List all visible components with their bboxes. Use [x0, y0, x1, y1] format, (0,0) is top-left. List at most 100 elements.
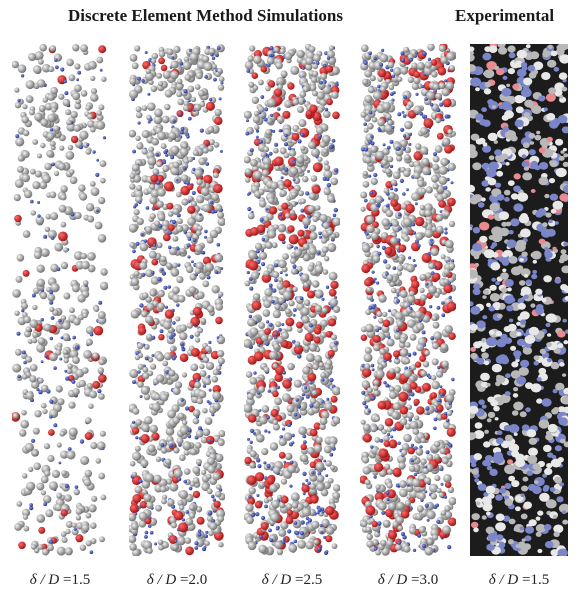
- grain: [322, 222, 330, 229]
- grain: [375, 328, 379, 333]
- grain: [402, 535, 407, 540]
- grain: [157, 277, 162, 282]
- grain: [323, 110, 331, 119]
- grain: [426, 518, 430, 522]
- grain: [149, 424, 158, 434]
- grain: [195, 415, 200, 419]
- grain: [288, 543, 298, 553]
- grain: [391, 411, 400, 420]
- grain: [184, 406, 190, 411]
- grain: [202, 280, 210, 288]
- grain: [99, 68, 103, 72]
- grain: [135, 241, 140, 246]
- grain: [251, 96, 260, 104]
- grain: [315, 205, 321, 211]
- grain: [381, 510, 386, 515]
- grain: [473, 527, 479, 533]
- grain: [272, 466, 281, 475]
- grain: [284, 52, 293, 61]
- grain: [129, 460, 136, 467]
- grain: [489, 284, 497, 291]
- grain: [273, 88, 283, 97]
- grain: [510, 193, 519, 200]
- grain: [187, 205, 196, 214]
- grain: [212, 472, 221, 481]
- grain: [49, 300, 54, 305]
- grain: [97, 311, 106, 320]
- grain: [195, 230, 202, 236]
- grain: [274, 540, 283, 549]
- grain: [433, 440, 441, 448]
- grain: [399, 178, 404, 183]
- grain: [56, 492, 63, 499]
- grain: [487, 411, 496, 419]
- grain: [207, 145, 214, 152]
- grain: [78, 184, 86, 192]
- grain: [320, 530, 324, 534]
- grain: [400, 66, 409, 75]
- grain: [132, 380, 136, 384]
- grain: [375, 369, 385, 379]
- grain: [287, 464, 296, 474]
- grain: [12, 363, 22, 373]
- grain: [149, 183, 156, 190]
- grain: [45, 509, 54, 518]
- grain: [215, 490, 222, 498]
- grain: [90, 75, 96, 81]
- grain: [89, 550, 94, 554]
- grain: [360, 419, 366, 425]
- grain: [160, 443, 165, 447]
- grain: [364, 198, 368, 203]
- grain: [296, 168, 303, 174]
- grain: [192, 238, 197, 243]
- grain: [435, 92, 442, 100]
- grain: [134, 45, 141, 52]
- grain: [398, 257, 404, 263]
- grain: [281, 323, 285, 326]
- grain: [307, 238, 314, 245]
- grain: [362, 401, 367, 406]
- grain: [15, 137, 25, 147]
- grain: [325, 550, 329, 554]
- grain: [422, 543, 426, 548]
- grain: [367, 122, 374, 130]
- grain: [253, 371, 257, 375]
- grain: [183, 56, 190, 62]
- grain: [470, 77, 482, 87]
- grain: [276, 548, 284, 556]
- grain: [440, 482, 444, 486]
- grain: [281, 495, 289, 504]
- grain: [273, 336, 278, 340]
- grain: [38, 105, 46, 112]
- grain: [292, 264, 297, 269]
- grain: [442, 457, 449, 465]
- grain: [309, 397, 317, 405]
- grain: [18, 541, 26, 550]
- grain: [145, 71, 154, 81]
- grain: [86, 143, 90, 147]
- grain: [521, 154, 527, 159]
- grain: [148, 250, 157, 259]
- grain: [209, 139, 215, 146]
- grain: [373, 475, 377, 479]
- grain: [444, 79, 448, 83]
- grain: [530, 189, 536, 193]
- grain: [325, 285, 330, 289]
- grain: [320, 72, 328, 81]
- grain: [58, 461, 62, 465]
- grain: [211, 413, 215, 417]
- grain: [550, 458, 562, 468]
- grain: [318, 526, 327, 535]
- grain: [261, 448, 269, 456]
- grain: [97, 389, 102, 394]
- grain: [187, 99, 191, 103]
- simulation-panel-1: [12, 44, 108, 556]
- grain: [431, 315, 438, 322]
- grain: [305, 191, 310, 196]
- grain: [184, 74, 192, 81]
- grain: [211, 56, 216, 60]
- grain: [544, 541, 554, 549]
- grain: [438, 200, 446, 208]
- grain: [155, 504, 162, 512]
- grain: [321, 400, 325, 403]
